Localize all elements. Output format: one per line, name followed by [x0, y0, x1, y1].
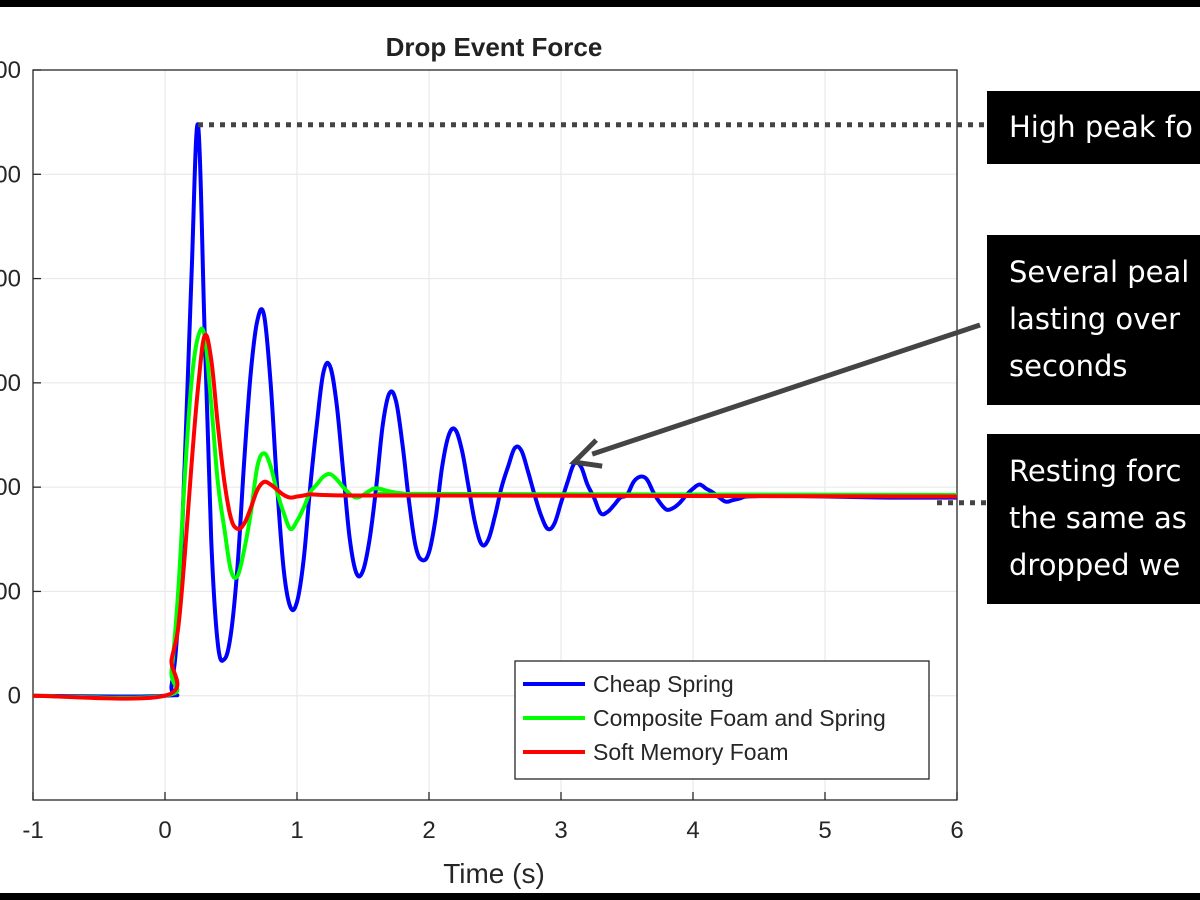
y-tick-label: 00 [0, 161, 21, 188]
chart-title: Drop Event Force [386, 32, 603, 62]
y-tick-label: 0 [8, 683, 21, 710]
y-tick-label: 00 [0, 474, 21, 501]
x-tick-label: -1 [22, 817, 43, 844]
x-tick-label: 2 [422, 817, 435, 844]
y-tick-label: 00 [0, 266, 21, 293]
plot-area-frame [32, 69, 958, 801]
callout-line: dropped we [1009, 548, 1181, 582]
series-line-composite-foam-and-spring [32, 326, 958, 700]
callout-line: Several peal [1009, 255, 1190, 289]
legend-label: Soft Memory Foam [593, 739, 789, 765]
x-tick-labels: -1 0 1 2 3 4 5 6 [22, 792, 964, 844]
series-line-soft-memory-foam [32, 332, 958, 701]
callout-resting-force: Resting forc the same as dropped we [987, 434, 1200, 604]
x-tick-label: 0 [158, 817, 171, 844]
x-tick-label: 4 [686, 817, 699, 844]
callout-line: High peak fo [1009, 110, 1193, 144]
annotation-lines [198, 122, 986, 506]
x-tick-label: 5 [818, 817, 831, 844]
x-tick-label: 3 [554, 817, 567, 844]
figure-canvas: 0 00 00 00 00 00 00 -1 0 1 2 3 4 5 6 Drop Event Force… [0, 7, 1200, 893]
x-axis-label: Time (s) [443, 858, 545, 889]
legend-label: Composite Foam and Spring [593, 705, 886, 731]
arrow-head [568, 438, 603, 469]
arrow-line [591, 322, 981, 457]
callout-line: Resting forc [1009, 454, 1182, 488]
legend-label: Cheap Spring [593, 671, 734, 697]
x-tick-label: 6 [950, 817, 963, 844]
x-tick-label: 1 [290, 817, 303, 844]
callout-high-peak: High peak fo [987, 91, 1200, 164]
y-tick-label: 00 [0, 370, 21, 397]
y-tick-label: 00 [0, 57, 21, 84]
callout-line: lasting over [1009, 302, 1181, 336]
callout-line: the same as [1009, 501, 1187, 535]
series-lines [32, 122, 958, 701]
y-tick-label: 00 [0, 578, 21, 605]
legend: Cheap Spring Composite Foam and Spring Sof… [514, 660, 930, 780]
callout-line: seconds [1009, 349, 1128, 383]
series-line-cheap-spring [32, 122, 958, 699]
callout-several-peaks: Several peal lasting over seconds [987, 235, 1200, 405]
